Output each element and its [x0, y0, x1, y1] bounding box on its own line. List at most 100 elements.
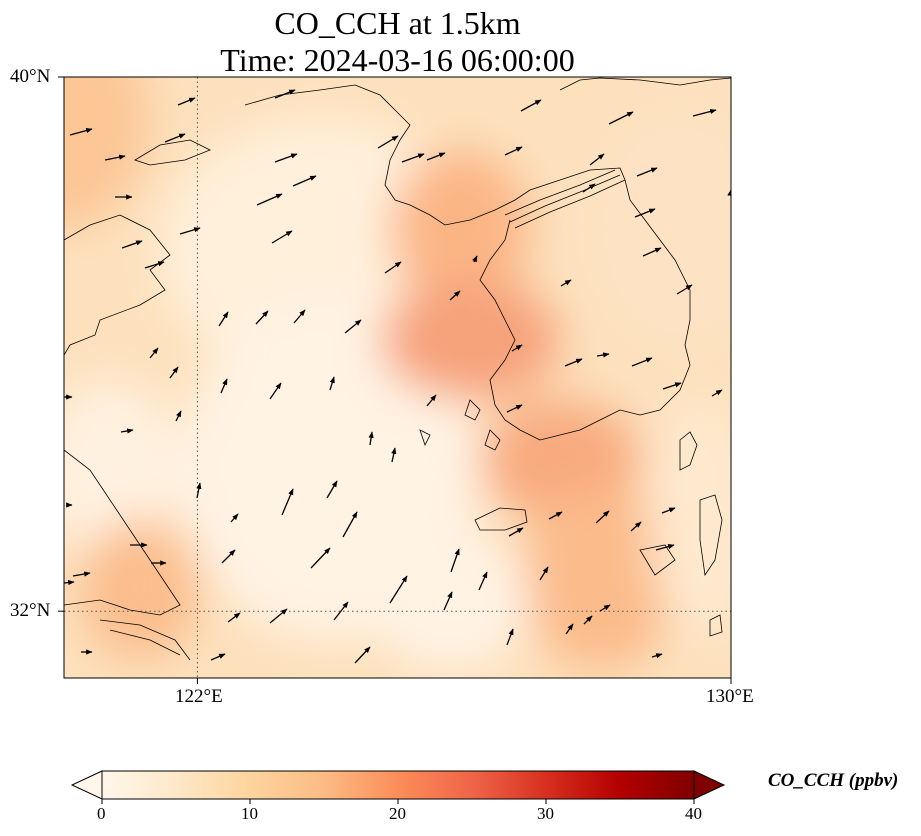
wind-arrow: [608, 111, 634, 125]
wind-arrow: [368, 431, 374, 446]
y-tick-label-32n: 32°N: [10, 600, 51, 621]
wind-arrow: [548, 511, 563, 520]
wind-arrow: [443, 591, 453, 611]
axis-ticks: [58, 76, 732, 684]
wind-arrow: [426, 394, 437, 407]
wind-arrow: [565, 623, 574, 635]
wind-arrow: [230, 513, 239, 523]
gridlines: [64, 77, 731, 678]
wind-arrow: [511, 344, 523, 352]
wind-arrow: [271, 230, 293, 244]
wind-arrow: [472, 255, 478, 263]
wind-arrow: [450, 548, 460, 573]
wind-arrow: [655, 544, 675, 551]
wind-arrow: [692, 108, 717, 117]
wind-arrow: [326, 480, 338, 499]
colorbar: [70, 770, 726, 804]
wind-arrow: [634, 208, 656, 218]
wind-arrow: [389, 575, 408, 604]
wind-arrow: [149, 347, 159, 359]
colorbar-tick-0: 0: [97, 804, 106, 823]
wind-arrow: [221, 549, 236, 564]
wind-arrow: [227, 612, 241, 623]
colorbar-tick-20: 20: [389, 804, 406, 823]
wind-arrow: [310, 547, 331, 569]
wind-arrow: [596, 352, 610, 358]
x-tick-label-130e: 130°E: [706, 686, 754, 707]
wind-arrow: [560, 279, 572, 287]
wind-arrow: [64, 579, 75, 586]
wind-arrow: [676, 284, 693, 295]
wind-arrow: [631, 357, 653, 367]
wind-arrow: [662, 382, 682, 390]
map-title: CO_CCH at 1.5km: [274, 5, 521, 41]
colorbar-label: CO_CCH (ppbv): [768, 770, 899, 791]
wind-vectors: [64, 89, 731, 664]
wind-arrow: [329, 376, 335, 391]
wind-arrow: [72, 571, 91, 577]
wind-arrow: [256, 193, 283, 206]
wind-arrow: [377, 135, 399, 149]
wind-arrow: [506, 404, 523, 413]
wind-arrow: [449, 290, 461, 301]
wind-arrow: [651, 653, 663, 659]
colorbar-tick-40: 40: [685, 804, 702, 823]
wind-arrow: [506, 628, 514, 646]
wind-arrow: [333, 601, 349, 621]
wind-arrow: [169, 366, 179, 379]
wind-arrow: [384, 261, 402, 274]
wind-arrow: [210, 653, 226, 661]
wind-arrow: [179, 227, 201, 235]
wind-arrow: [539, 566, 549, 581]
wind-arrow: [274, 89, 296, 99]
wind-arrow: [520, 99, 542, 112]
wind-arrow: [121, 240, 143, 249]
wind-arrow: [177, 97, 196, 106]
wind-arrow: [642, 247, 662, 257]
coastlines: [64, 77, 731, 661]
wind-arrow: [220, 378, 228, 394]
wind-arrow: [582, 183, 596, 193]
wind-arrow: [175, 410, 182, 422]
map-time-subtitle: Time: 2024-03-16 06:00:00: [220, 42, 575, 78]
wind-arrow: [269, 382, 282, 400]
wind-arrow: [636, 167, 658, 177]
wind-arrow: [401, 153, 425, 163]
wind-arrow: [564, 358, 583, 367]
wind-arrow: [255, 310, 269, 325]
wind-arrow: [293, 309, 306, 324]
wind-arrow: [583, 615, 593, 625]
wind-arrow: [344, 319, 362, 334]
map-frame: [63, 76, 732, 679]
wind-arrow: [599, 604, 611, 612]
wind-arrow: [274, 153, 298, 163]
wind-arrow: [426, 152, 446, 161]
wind-arrow: [164, 133, 186, 143]
x-tick-label-122e: 122°E: [175, 686, 223, 707]
colorbar-tick-30: 30: [537, 804, 554, 823]
wind-arrow: [711, 389, 723, 397]
wind-arrow: [69, 128, 93, 136]
wind-arrow: [661, 507, 676, 514]
wind-arrow: [595, 510, 610, 524]
wind-arrow: [196, 482, 202, 499]
wind-arrow: [508, 527, 524, 537]
wind-arrow: [504, 146, 523, 156]
wind-arrow: [104, 154, 126, 161]
wind-arrow: [218, 311, 229, 327]
wind-arrow: [589, 153, 605, 166]
wind-arrow: [269, 608, 288, 624]
wind-arrow: [281, 488, 294, 516]
wind-arrow: [144, 261, 165, 269]
wind-arrow: [342, 511, 358, 538]
y-tick-label-40n: 40°N: [10, 66, 51, 87]
wind-arrow: [478, 571, 488, 591]
wind-arrow: [630, 521, 642, 532]
wind-arrow: [391, 447, 397, 463]
wind-arrow: [292, 175, 317, 187]
co-concentration-field: [64, 77, 731, 678]
wind-arrow: [354, 646, 371, 664]
colorbar-tick-10: 10: [241, 804, 258, 823]
wind-arrow: [120, 428, 134, 434]
